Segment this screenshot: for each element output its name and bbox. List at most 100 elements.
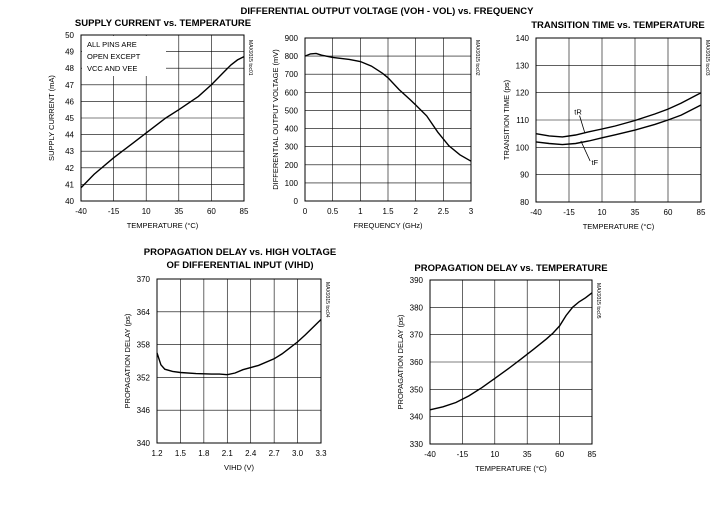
series-line-tr	[535, 92, 702, 138]
figure-code: MAX9315 toc01	[247, 40, 253, 76]
series-label-tr: tR	[574, 108, 582, 117]
x-tick-label: -15	[457, 450, 469, 459]
y-tick-label: 120	[516, 89, 530, 98]
x-tick-label: 2.5	[438, 207, 450, 216]
x-axis-label: VIHD (V)	[224, 463, 255, 472]
y-tick-label: 380	[410, 303, 424, 312]
x-tick-label: -15	[108, 207, 120, 216]
chart-title-line: OF DIFFERENTIAL INPUT (VIHD)	[166, 260, 313, 271]
y-tick-label: 47	[65, 81, 74, 90]
y-tick-label: 340	[410, 413, 424, 422]
x-tick-label: 10	[142, 207, 151, 216]
x-tick-label: 1.5	[175, 449, 187, 458]
annotation-text: VCC AND VEE	[87, 64, 137, 73]
y-tick-label: 900	[285, 34, 299, 43]
plot-frame	[429, 279, 593, 445]
x-tick-label: 85	[588, 450, 597, 459]
y-tick-label: 370	[137, 275, 151, 284]
y-axis-label: TRANSITION TIME (ps)	[502, 79, 511, 160]
y-tick-label: 400	[285, 125, 299, 134]
x-axis-label: TEMPERATURE (°C)	[127, 221, 199, 230]
y-tick-label: 100	[516, 143, 530, 152]
y-tick-label: 140	[516, 34, 530, 43]
chart-5: PROPAGATION DELAY vs. TEMPERATURE -40 -15 1…	[396, 263, 608, 473]
x-tick-label: -40	[75, 207, 87, 216]
y-tick-label: 43	[65, 147, 74, 156]
x-tick-label: 1.8	[198, 449, 210, 458]
annotation-text: OPEN EXCEPT	[87, 52, 141, 61]
y-tick-label: 80	[520, 198, 529, 207]
y-tick-label: 130	[516, 61, 530, 70]
figure-code: MAX9315 toc02	[474, 40, 480, 76]
y-tick-label: 48	[65, 64, 74, 73]
y-tick-label: 40	[65, 197, 74, 206]
y-tick-label: 352	[137, 373, 151, 382]
x-axis-label: TEMPERATURE (°C)	[475, 464, 547, 473]
x-tick-label: 1.5	[382, 207, 394, 216]
y-axis-label: PROPAGATION DELAY (ps)	[396, 314, 405, 409]
x-tick-label: 35	[631, 208, 640, 217]
chart-title: TRANSITION TIME vs. TEMPERATURE	[531, 20, 704, 31]
y-tick-label: 46	[65, 97, 74, 106]
y-tick-label: 370	[410, 331, 424, 340]
series-label-tf: tF	[591, 158, 598, 167]
figure-code: MAX9315 toc03	[704, 40, 710, 76]
x-tick-label: 60	[555, 450, 564, 459]
y-tick-label: 49	[65, 48, 74, 57]
x-tick-label: 3	[469, 207, 474, 216]
chart-2: DIFFERENTIAL OUTPUT VOLTAGE (VOH - VOL) …	[241, 6, 535, 230]
y-axis-label: PROPAGATION DELAY (ps)	[123, 313, 132, 408]
chart-3: TRANSITION TIME vs. TEMPERATURE -40 -15 10 3…	[502, 20, 710, 231]
y-tick-label: 390	[410, 276, 424, 285]
annotation-text: ALL PINS ARE	[87, 40, 137, 49]
series-line-tf	[535, 104, 702, 146]
annotation-box	[82, 36, 166, 76]
y-tick-label: 300	[285, 143, 299, 152]
x-tick-label: -40	[424, 450, 436, 459]
x-tick-label: 10	[490, 450, 499, 459]
plot-frame	[80, 34, 245, 202]
y-tick-label: 360	[410, 358, 424, 367]
y-axis-label: SUPPLY CURRENT (mA)	[47, 75, 56, 161]
y-tick-label: 41	[65, 180, 74, 189]
x-tick-label: 10	[598, 208, 607, 217]
x-tick-label: 2	[413, 207, 418, 216]
plot-frame	[304, 37, 472, 202]
chart-title: PROPAGATION DELAY vs. TEMPERATURE	[414, 263, 607, 274]
chart-1: SUPPLY CURRENT vs. TEMPERATURE -40 -15 10 35…	[47, 18, 253, 230]
y-tick-label: 600	[285, 88, 299, 97]
y-tick-label: 45	[65, 114, 74, 123]
x-tick-label: 1	[358, 207, 363, 216]
x-tick-label: 2.4	[245, 449, 257, 458]
x-tick-label: -15	[563, 208, 575, 217]
y-tick-label: 110	[516, 116, 529, 125]
x-tick-label: 3.3	[315, 449, 327, 458]
y-tick-label: 340	[137, 439, 151, 448]
y-tick-label: 42	[65, 164, 74, 173]
y-tick-label: 346	[137, 406, 151, 415]
series-line	[429, 292, 593, 411]
chart-4: PROPAGATION DELAY vs. HIGH VOLTAGE OF DIF…	[123, 247, 336, 472]
x-tick-label: 85	[240, 207, 249, 216]
x-tick-label: 85	[697, 208, 706, 217]
series-leader-line	[580, 140, 591, 162]
x-tick-label: 0.5	[327, 207, 339, 216]
x-tick-label: 1.2	[151, 449, 163, 458]
y-tick-label: 90	[520, 171, 529, 180]
chart-title-line: PROPAGATION DELAY vs. HIGH VOLTAGE	[144, 247, 337, 258]
chart-title: SUPPLY CURRENT vs. TEMPERATURE	[75, 18, 251, 29]
x-tick-label: 2.1	[222, 449, 234, 458]
plot-frame	[156, 278, 322, 444]
y-tick-label: 500	[285, 106, 299, 115]
y-axis-label: DIFFERENTIAL OUTPUT VOLTAGE (mV)	[271, 49, 280, 190]
chart-title: DIFFERENTIAL OUTPUT VOLTAGE (VOH - VOL) …	[241, 6, 535, 17]
y-tick-label: 358	[137, 341, 151, 350]
y-tick-label: 350	[410, 385, 424, 394]
y-tick-label: 0	[294, 197, 299, 206]
series-line	[80, 55, 245, 189]
plot-frame	[535, 37, 702, 203]
x-axis-label: TEMPERATURE (°C)	[583, 222, 655, 231]
y-tick-label: 364	[137, 308, 151, 317]
figure-code: MAX9315 toc05	[595, 283, 601, 319]
